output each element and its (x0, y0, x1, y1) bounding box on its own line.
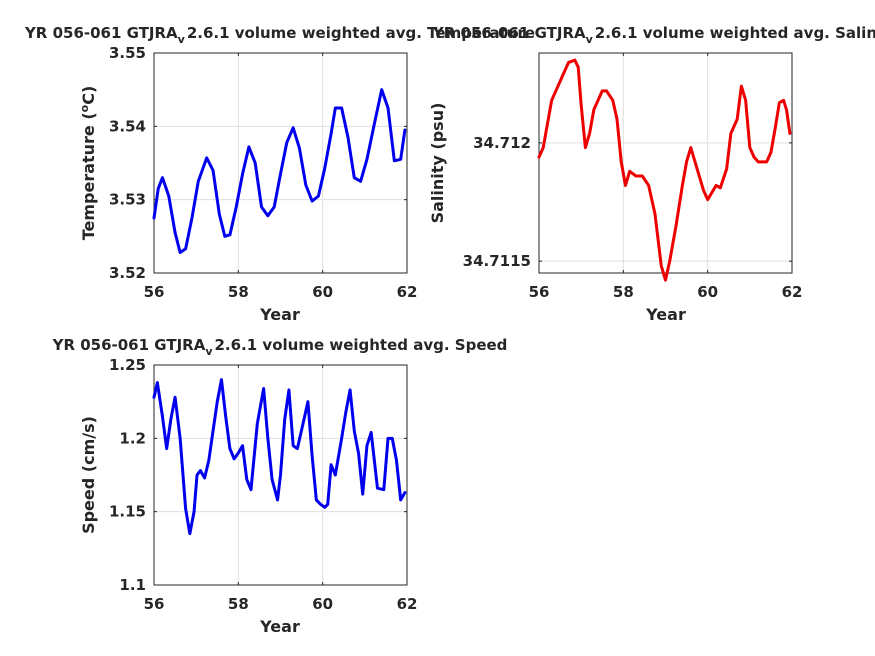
speed-xlabel: Year (259, 617, 300, 636)
salinity-ytick-label: 34.7115 (463, 252, 531, 270)
salinity-ytick-label: 34.712 (473, 134, 531, 152)
temperature-xtick-label: 56 (144, 283, 165, 301)
salinity-xtick-label: 62 (782, 283, 803, 301)
speed-ytick-label: 1.2 (119, 429, 146, 447)
salinity-subplot: 56 58 60 62 34.7115 34.712 YR 056-061 GTJRAv 2… (428, 24, 875, 324)
salinity-xtick-label: 60 (697, 283, 718, 301)
temperature-plot-area (154, 53, 407, 273)
speed-ytick-label: 1.1 (119, 576, 146, 594)
speed-series-line (152, 378, 407, 536)
speed-subplot: 56 58 60 62 1.1 1.15 1.2 1.25 YR 056-061 GTJRAv… (52, 336, 508, 636)
temperature-axes-box (153, 52, 408, 274)
temperature-ytick-label: 3.55 (109, 44, 146, 62)
salinity-axes-box (538, 52, 793, 274)
temperature-xlabel: Year (259, 305, 300, 324)
speed-title: YR 056-061 GTJRAv 2.6.1 volume weighted a… (52, 336, 508, 358)
temperature-ylabel: Temperature (oC) (78, 86, 98, 241)
temperature-subplot: 56 58 60 62 3.52 3.53 3.54 3.55 YR 056-061 GTJR… (24, 24, 535, 324)
salinity-xlabel: Year (645, 305, 686, 324)
speed-axes-box (153, 364, 408, 586)
temperature-ytick-label: 3.53 (109, 191, 146, 209)
speed-ylabel: Speed (cm/s) (79, 416, 98, 534)
temperature-xtick-label: 60 (312, 283, 333, 301)
speed-xtick-label: 62 (397, 595, 418, 613)
salinity-xtick-label: 58 (613, 283, 634, 301)
temperature-series (152, 88, 407, 254)
temperature-ticks: 56 58 60 62 3.52 3.53 3.54 3.55 (109, 44, 417, 301)
salinity-plot-area (539, 53, 792, 273)
speed-xtick-label: 56 (144, 595, 165, 613)
temperature-ytick-label: 3.52 (109, 264, 146, 282)
speed-ticks: 56 58 60 62 1.1 1.15 1.2 1.25 (109, 356, 417, 613)
temperature-series-line (152, 88, 407, 254)
speed-ytick-label: 1.25 (109, 356, 146, 374)
salinity-series-line (537, 58, 792, 282)
temperature-title: YR 056-061 GTJRAv 2.6.1 volume weighted a… (24, 24, 535, 46)
salinity-title: YR 056-061 GTJRAv 2.6.1 volume weighted a… (432, 24, 875, 46)
speed-series (152, 378, 407, 536)
salinity-xtick-label: 56 (529, 283, 550, 301)
temperature-xtick-label: 62 (397, 283, 418, 301)
salinity-series (537, 58, 792, 282)
speed-xtick-label: 60 (312, 595, 333, 613)
temperature-ytick-label: 3.54 (109, 117, 146, 135)
salinity-ylabel: Salinity (psu) (428, 103, 447, 224)
salinity-ticks: 56 58 60 62 34.7115 34.712 (463, 53, 803, 301)
speed-ytick-label: 1.15 (109, 503, 146, 521)
speed-xtick-label: 58 (228, 595, 249, 613)
temperature-xtick-label: 58 (228, 283, 249, 301)
